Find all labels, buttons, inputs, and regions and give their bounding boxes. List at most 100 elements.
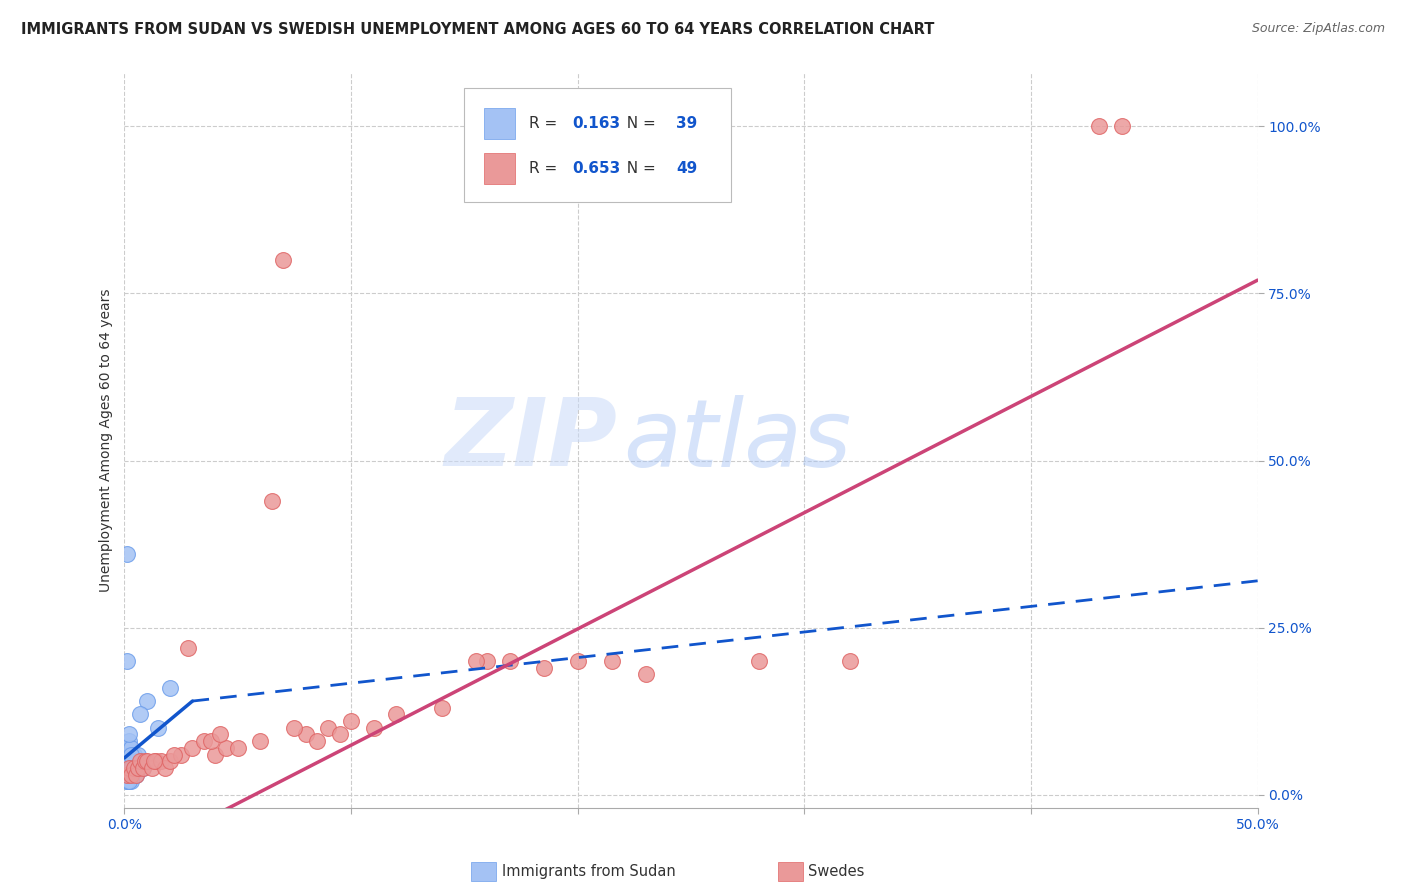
Point xyxy=(181,740,204,755)
Text: Immigrants from Sudan: Immigrants from Sudan xyxy=(502,864,676,879)
Point xyxy=(115,774,138,789)
Point xyxy=(118,761,141,775)
Point xyxy=(318,721,340,735)
Point xyxy=(129,707,152,722)
Point xyxy=(120,747,142,762)
Point xyxy=(145,754,167,768)
Point xyxy=(567,654,589,668)
Point xyxy=(600,654,623,668)
Point xyxy=(120,774,142,789)
Point xyxy=(120,740,142,755)
Point xyxy=(159,754,181,768)
Point xyxy=(329,727,352,741)
Point xyxy=(634,667,657,681)
Point xyxy=(136,754,159,768)
Point xyxy=(129,754,152,768)
Point xyxy=(125,767,148,781)
Point xyxy=(464,654,486,668)
Point xyxy=(533,661,555,675)
Point xyxy=(120,754,142,768)
Point xyxy=(120,767,142,781)
Point xyxy=(118,734,141,748)
Point xyxy=(115,774,138,789)
Point xyxy=(115,761,138,775)
Text: R =: R = xyxy=(529,161,562,176)
Point xyxy=(120,767,142,781)
Point xyxy=(120,767,142,781)
Point xyxy=(163,747,186,762)
FancyBboxPatch shape xyxy=(464,87,731,202)
Point xyxy=(136,694,159,708)
Point xyxy=(200,734,222,748)
Point xyxy=(118,767,141,781)
Point xyxy=(294,727,316,741)
Text: N =: N = xyxy=(617,161,661,176)
Point xyxy=(115,747,138,762)
Point xyxy=(118,761,141,775)
Point xyxy=(141,761,163,775)
Point xyxy=(1111,120,1133,134)
Y-axis label: Unemployment Among Ages 60 to 64 years: Unemployment Among Ages 60 to 64 years xyxy=(100,289,114,592)
Point xyxy=(122,761,145,775)
Point xyxy=(499,654,522,668)
Point xyxy=(118,754,141,768)
Point xyxy=(142,754,165,768)
Point xyxy=(385,707,408,722)
Point xyxy=(271,253,294,268)
Text: 39: 39 xyxy=(676,116,697,131)
Point xyxy=(127,747,149,762)
Point xyxy=(115,767,138,781)
Point xyxy=(748,654,770,668)
Point xyxy=(115,767,138,781)
Point xyxy=(131,761,153,775)
Point xyxy=(115,767,138,781)
Point xyxy=(115,654,138,668)
Text: 0.653: 0.653 xyxy=(572,161,620,176)
FancyBboxPatch shape xyxy=(484,153,516,184)
Point xyxy=(129,754,152,768)
Point xyxy=(340,714,363,728)
Point xyxy=(159,681,181,695)
Text: R =: R = xyxy=(529,116,562,131)
Point xyxy=(155,761,177,775)
Text: ZIP: ZIP xyxy=(444,394,617,486)
Point xyxy=(170,747,193,762)
Point xyxy=(148,721,170,735)
Text: 0.163: 0.163 xyxy=(572,116,620,131)
Point xyxy=(118,727,141,741)
Point xyxy=(118,761,141,775)
Point xyxy=(125,767,148,781)
Point xyxy=(118,774,141,789)
Point xyxy=(115,547,138,561)
Point xyxy=(127,761,149,775)
Point xyxy=(131,761,153,775)
Point xyxy=(283,721,305,735)
Point xyxy=(249,734,271,748)
Text: Swedes: Swedes xyxy=(808,864,865,879)
Point xyxy=(226,740,249,755)
Text: 49: 49 xyxy=(676,161,697,176)
Text: Source: ZipAtlas.com: Source: ZipAtlas.com xyxy=(1251,22,1385,36)
Point xyxy=(122,761,145,775)
Point xyxy=(363,721,385,735)
Point xyxy=(215,740,238,755)
Text: N =: N = xyxy=(617,116,661,131)
Point xyxy=(125,754,148,768)
Point xyxy=(118,774,141,789)
Point xyxy=(430,700,453,714)
FancyBboxPatch shape xyxy=(484,108,516,139)
Point xyxy=(193,734,215,748)
Point xyxy=(120,747,142,762)
Point xyxy=(122,761,145,775)
Point xyxy=(177,640,200,655)
Point xyxy=(134,754,156,768)
Point xyxy=(475,654,498,668)
Point xyxy=(149,754,172,768)
Point xyxy=(118,740,141,755)
Point xyxy=(122,754,145,768)
Point xyxy=(307,734,329,748)
Point xyxy=(120,761,142,775)
Point xyxy=(838,654,860,668)
Point xyxy=(204,747,226,762)
Point xyxy=(208,727,231,741)
